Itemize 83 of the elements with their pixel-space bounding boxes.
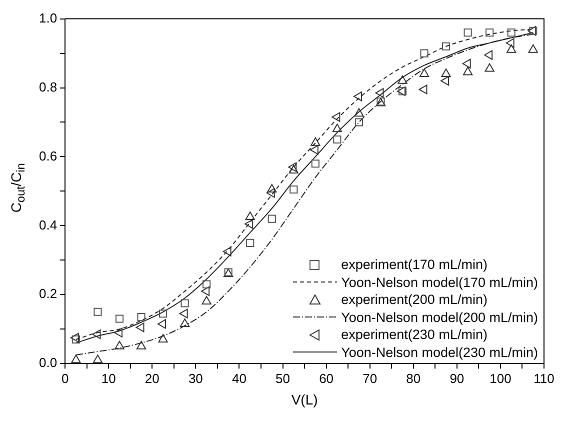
point: [310, 137, 320, 146]
point: [333, 135, 342, 144]
point: [398, 75, 408, 84]
legend-label: Yoon-Nelson model(170 mL/min): [341, 274, 538, 291]
point: [115, 314, 124, 323]
point: [462, 58, 471, 68]
point: [354, 108, 364, 117]
legend-label: Yoon-Nelson model(200 mL/min): [341, 308, 538, 326]
point: [462, 66, 473, 76]
point: [159, 310, 168, 318]
point: [201, 286, 210, 296]
point: [180, 299, 189, 308]
point: [441, 68, 451, 77]
point: [245, 212, 255, 220]
legend-label: experiment(230 mL/min): [341, 326, 488, 344]
y-tick-label: 0.6: [38, 148, 58, 164]
legend-label: experiment(170 mL/min): [341, 256, 488, 274]
point: [486, 28, 494, 37]
point: [246, 238, 254, 247]
x-tick-label: 10: [101, 370, 116, 386]
point: [114, 340, 124, 350]
point: [311, 160, 320, 168]
point: [268, 214, 276, 223]
x-tick-label: 50: [276, 370, 290, 386]
point: [464, 28, 472, 37]
point: [94, 308, 102, 316]
point: [354, 118, 363, 126]
point: [136, 340, 146, 350]
x-tick-label: 40: [232, 370, 246, 386]
point: [244, 219, 254, 229]
point: [375, 88, 384, 98]
point: [332, 112, 340, 122]
point: [288, 162, 297, 172]
point: [419, 68, 430, 77]
y-tick-label: 0.0: [38, 355, 58, 370]
point: [440, 76, 450, 86]
point: [420, 49, 428, 58]
x-axis-title: V(L): [291, 391, 318, 408]
point: [310, 144, 318, 155]
x-tick-label: 70: [362, 370, 378, 386]
point: [114, 328, 122, 338]
point: [72, 335, 80, 344]
point: [332, 124, 342, 132]
point: [290, 185, 298, 194]
point: [179, 308, 188, 318]
x-tick-label: 30: [188, 370, 203, 386]
point: [202, 280, 211, 288]
x-tick-label: 60: [319, 370, 334, 386]
y-tick-label: 0.8: [38, 79, 58, 94]
x-tick-label: 0: [61, 370, 69, 386]
point: [288, 165, 298, 174]
x-tick-label: 80: [406, 370, 421, 386]
point: [158, 319, 166, 329]
y-tick-label: 0.2: [38, 286, 58, 302]
point: [506, 44, 516, 53]
x-tick-label: 100: [490, 370, 512, 386]
legend-label: experiment(200 mL/min): [341, 291, 488, 308]
point: [136, 322, 144, 332]
point: [266, 188, 275, 198]
y-tick-label: 1.0: [38, 10, 58, 26]
point: [507, 28, 516, 37]
point: [267, 184, 277, 192]
point: [528, 44, 538, 53]
x-tick-label: 20: [144, 370, 160, 386]
x-tick-label: 110: [534, 370, 554, 386]
point: [484, 63, 494, 72]
point: [92, 329, 101, 340]
point: [353, 92, 362, 102]
point: [71, 354, 81, 364]
point: [180, 318, 190, 327]
point: [484, 50, 493, 60]
legend-label: Yoon-Nelson model(230 mL/min): [341, 344, 538, 361]
point: [137, 313, 146, 322]
y-tick-label: 0.4: [38, 217, 58, 232]
point: [202, 296, 212, 305]
x-tick-label: 90: [450, 370, 464, 386]
point: [418, 84, 428, 94]
point: [70, 332, 79, 343]
point: [506, 38, 514, 48]
point: [222, 246, 232, 256]
point: [158, 334, 168, 342]
point: [442, 42, 450, 50]
point: [92, 354, 103, 364]
